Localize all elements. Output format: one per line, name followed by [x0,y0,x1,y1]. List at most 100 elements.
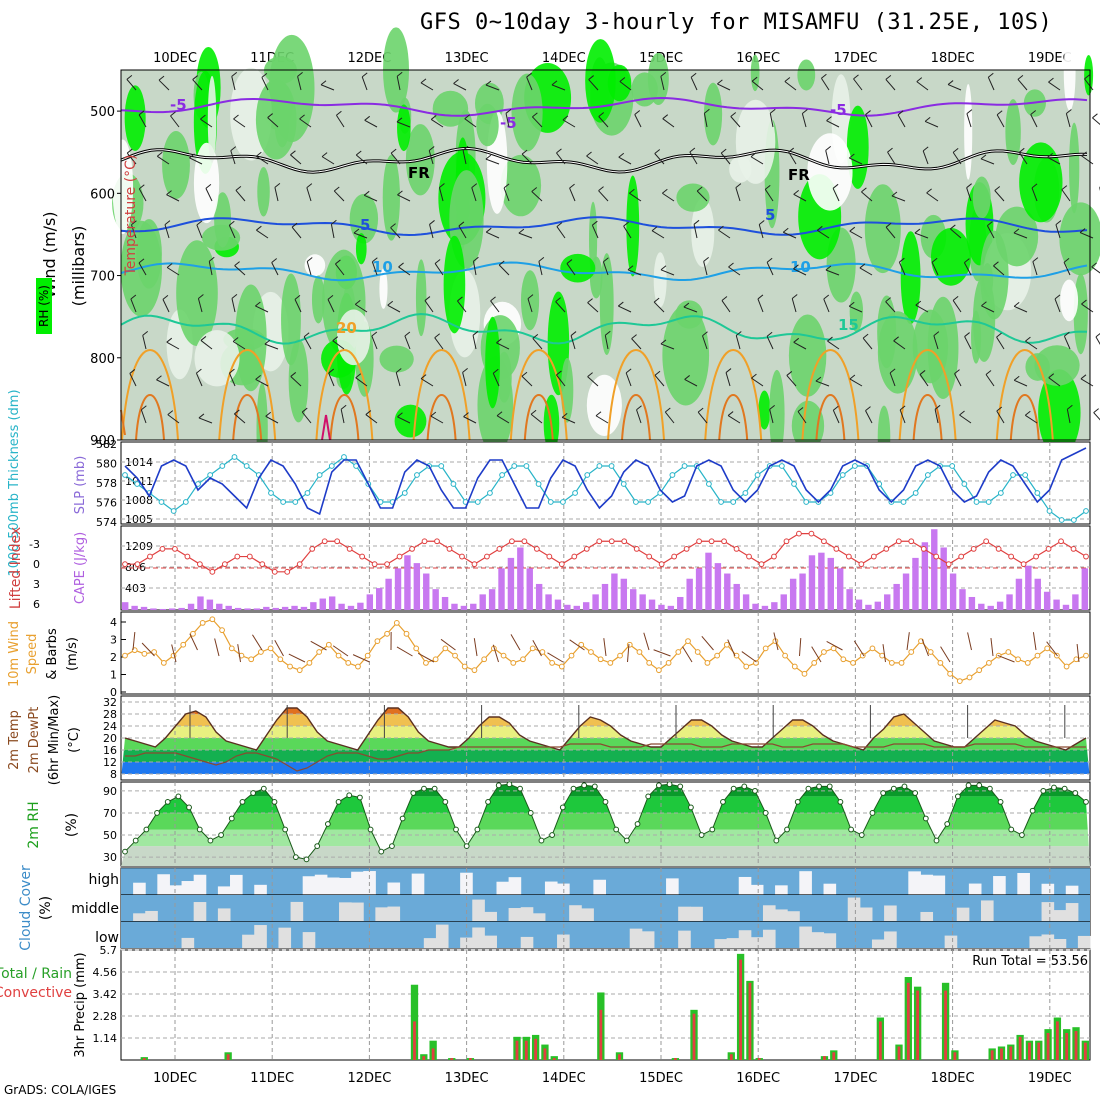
wind-barb [492,373,500,387]
wind-barb-flag [1084,74,1090,80]
wind-barb-flag [457,296,463,302]
precip-tick: 3.42 [93,988,118,1001]
wind-barb-flag [1047,152,1053,158]
wind-barb [166,341,180,350]
wind-barb [996,336,1005,350]
wind-speed-line-point [588,649,594,655]
wind-barb [1025,340,1038,350]
wind-barb [783,231,797,239]
rh-line-point [228,815,235,822]
surface-wind-barb [1076,644,1080,663]
lifted-index-line-point [733,546,740,552]
surface-wind-barb [811,646,822,663]
wind-speed-line-point [423,660,429,666]
wind-barb-flag [821,73,827,79]
wind-barb-flag [164,220,171,225]
cape-bar [507,557,515,610]
lifted-index-line-point [721,538,727,545]
rh-line-point [613,826,620,833]
wind-barb-flag [1081,151,1087,157]
cape-bar [1072,594,1079,610]
wind-barb-flag [353,228,360,234]
cape-bar [902,573,910,610]
temp-band [121,762,1090,774]
wind-barb [453,83,467,91]
wind-barb [396,76,401,91]
thickness-line-point [523,463,530,469]
rh-legend-swatch [36,278,52,334]
wind-barb-flag [364,115,371,121]
wind-barb [793,193,807,202]
rh-blob [443,235,466,334]
precip-convective-bar [757,1058,761,1060]
rh-line-point [303,856,310,863]
wind-barb [627,269,642,276]
rh-line-point [602,798,609,805]
wind-barb [189,157,203,165]
wind-barb [274,187,279,202]
rh-line-point [901,783,908,790]
cape-bar [159,608,167,610]
rh-blob [304,254,326,277]
wind-barb-flag [306,257,313,262]
wind-barb-flag [950,224,956,230]
wind-barb-flag [703,257,709,262]
wind-barb [849,378,863,387]
wind-barb-flag [933,331,940,337]
lifted-index-line-point [334,538,341,545]
wind-barb-flag [532,112,538,118]
thickness-line-point [912,490,919,496]
cloud-gap [133,882,146,895]
thickness-line-point [182,499,189,505]
wind-barb [532,116,543,128]
wind-barb-flag [595,411,602,417]
surface-wind-barb [310,640,327,651]
wind-barb [490,300,500,313]
rh-line-point [186,804,192,811]
wind-barb-flag [162,294,169,300]
wind-barb [355,154,368,165]
surface-wind-barb [799,638,802,657]
wind-barb-flag [294,294,301,300]
wind-barb-flag [521,149,528,155]
wind-barb [996,114,1005,128]
wind-speed-line-point [830,645,837,652]
wind-speed-line-point [228,645,235,652]
wind-barb-flag [769,405,775,410]
wind-barb [398,266,411,276]
wind-barb [966,113,972,128]
precip-convective-bar [692,1013,696,1060]
wind-tick: 0 [110,686,117,699]
wind-barb-flag [333,186,340,192]
cloud-gap [169,885,183,895]
wind-barb [196,224,203,239]
wind-barb-flag [496,338,502,344]
lifted-index-line-point [159,546,166,552]
wind-barb [703,261,708,276]
wind-barb-flag [290,372,297,377]
cloud-gap [799,926,812,948]
wind-barb-flag [625,368,632,374]
wind-barb [498,264,510,276]
lifted-index-line-point [958,553,965,560]
wind-barb [364,194,378,202]
wind-barb [271,262,279,276]
wind-barb-flag [660,71,667,77]
cape-bar [413,563,421,610]
wind-barb-flag [396,117,403,123]
rh-line-point [218,832,225,838]
wind-barb-flag [299,114,305,120]
wind-barb-flag [651,226,658,232]
wind-barb [1025,414,1038,424]
wind-barb-flag [473,256,479,262]
wind-barb [587,302,599,313]
wind-barb [420,82,434,91]
lifted-index-line-point [321,538,328,545]
ylabel-precip-unit: 3hr Precip (mm) [73,952,88,1057]
precip-convective-bar [1028,1042,1031,1060]
date-label-top: 19DEC [1028,51,1072,66]
lifted-index-line-point [209,568,216,575]
rh-line-point [730,785,737,792]
rh-line-point [506,781,513,788]
lifted-index-line-point [496,546,503,552]
